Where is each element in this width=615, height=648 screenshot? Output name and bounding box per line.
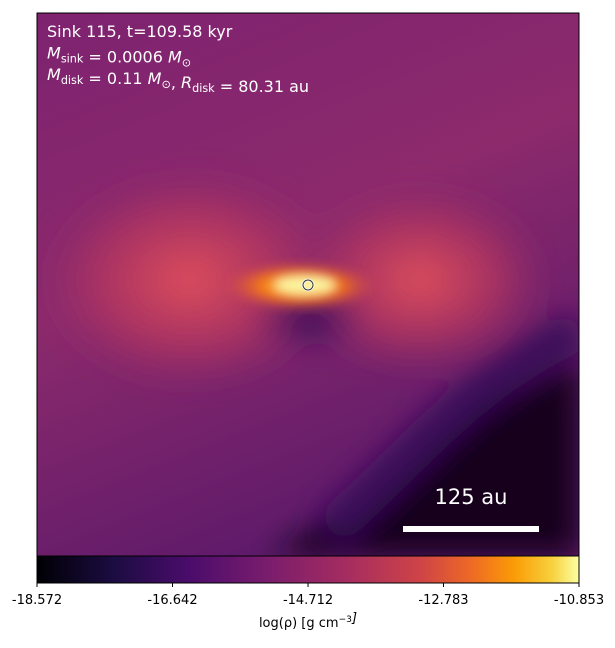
text-part: log(ρ) [g cm: [259, 616, 339, 631]
tick-label: -14.712: [283, 593, 333, 608]
superscript: −3: [339, 615, 353, 625]
tick-label: -16.642: [147, 593, 197, 608]
text-part: M: [47, 65, 61, 84]
text-part: M: [148, 69, 162, 88]
colorbar-axis: -18.572 -16.642 -14.712 -12.783 -10.853: [12, 583, 604, 608]
density-image: [37, 13, 579, 556]
text-part: M: [168, 48, 182, 67]
text-part: = 80.31 au: [215, 77, 309, 96]
subscript: ⊙: [182, 57, 191, 70]
text-part: M: [47, 44, 61, 63]
annotation: Sink 115, t=109.58 kyr: [47, 22, 233, 41]
colorbar-label: log(ρ) [g cm−3]: [259, 611, 357, 631]
annotation: Msink = 0.0006 M⊙: [47, 44, 191, 70]
subscript: sink: [61, 53, 84, 66]
text-part: ]: [351, 611, 357, 626]
tick-label: -12.783: [418, 593, 468, 608]
text-part: Sink 115, t=109.58 kyr: [47, 22, 233, 41]
text-part: ,: [171, 73, 181, 92]
tick-label: -10.853: [554, 593, 604, 608]
subscript: disk: [61, 74, 84, 87]
text-part: = 0.0006: [83, 48, 168, 67]
subscript: ⊙: [161, 78, 170, 91]
annotation: Mdisk = 0.11 M⊙, Rdisk = 80.31 au: [47, 65, 309, 96]
subscript: disk: [192, 82, 215, 95]
text-part: R: [181, 73, 192, 92]
colorbar: [36, 555, 580, 584]
text-part: = 0.11: [83, 69, 147, 88]
tick-label: -18.572: [12, 593, 62, 608]
scale-bar-label: 125 au: [435, 485, 508, 509]
